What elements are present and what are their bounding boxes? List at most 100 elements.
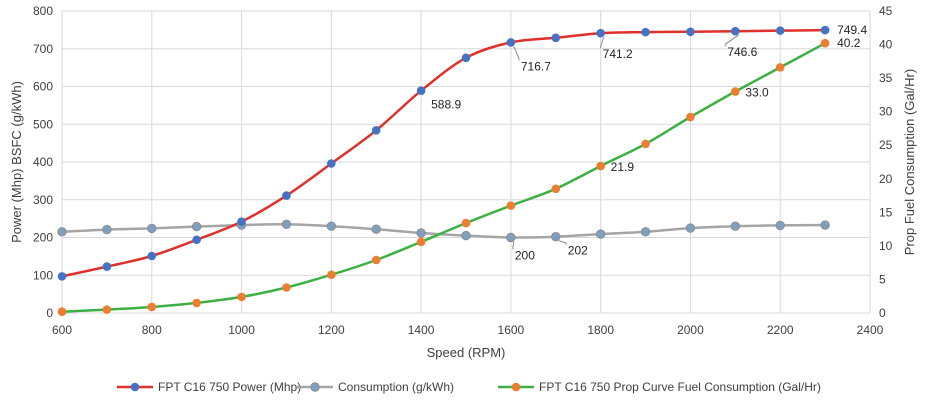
y2-tick-label: 20 (879, 172, 893, 186)
data-label: 749.4 (837, 23, 867, 37)
y2-tick-label: 25 (879, 138, 893, 152)
prop-fuel-point (237, 292, 246, 302)
y-tick-label: 600 (33, 80, 53, 94)
x-tick-label: 2000 (677, 323, 704, 337)
y2-tick-label: 30 (879, 105, 893, 119)
legend-label: FPT C16 750 Prop Curve Fuel Consumption … (539, 380, 821, 394)
prop-fuel-point (641, 139, 650, 149)
y2-tick-label: 45 (879, 4, 893, 18)
consumption-point (640, 227, 651, 237)
plot-area-border (61, 10, 871, 314)
prop-fuel-point (775, 63, 785, 72)
data-label: 588.9 (431, 98, 461, 112)
power-point (820, 25, 830, 35)
legend-marker (130, 382, 140, 392)
consumption-point (281, 219, 292, 229)
power-point (237, 217, 246, 226)
legend-label: FPT C16 750 Power (Mhp) (158, 380, 301, 394)
data-label: 746.6 (727, 45, 757, 59)
y2-tick-label: 5 (879, 272, 886, 286)
consumption-point (595, 229, 606, 239)
prop-fuel-point (686, 112, 695, 122)
prop-fuel-point (192, 298, 201, 308)
x-tick-label: 1800 (587, 323, 614, 337)
legend: FPT C16 750 Power (Mhp) Consumption (g/kW… (117, 380, 821, 394)
consumption-point (820, 220, 830, 230)
x-tick-label: 600 (52, 323, 72, 337)
y-axis-title: Power (Mhp) BSFC (g/kWh) (9, 81, 24, 243)
x-tick-label: 1200 (318, 323, 345, 337)
consumption-point (416, 228, 426, 238)
x-tick-label: 1000 (228, 323, 255, 337)
consumption-point (551, 232, 561, 242)
prop-fuel-point (461, 218, 471, 228)
data-label: 33.0 (745, 86, 769, 100)
power-point (461, 53, 471, 63)
x-tick-label: 1600 (498, 323, 525, 337)
y2-tick-label: 10 (879, 239, 893, 253)
power-point (282, 191, 291, 200)
series-markers (57, 25, 830, 316)
power-point (327, 159, 336, 168)
prop-fuel-point (147, 302, 157, 312)
prop-fuel-point (596, 161, 605, 171)
consumption-point (371, 224, 381, 234)
prop-fuel-point (327, 270, 336, 280)
power-point (506, 38, 516, 47)
data-label-leader (600, 37, 605, 49)
legend-marker (310, 382, 320, 392)
y2-tick-label: 40 (879, 38, 893, 52)
x-tick-label: 1400 (408, 323, 435, 337)
power-point (192, 235, 201, 245)
consumption-point (191, 221, 202, 232)
prop-fuel-point (282, 283, 291, 292)
legend-item-consumption: Consumption (g/kWh) (297, 380, 454, 394)
prop-fuel-point (551, 184, 561, 194)
data-labels: 588.9 716.7 741.2 746.6 749.4 200 202 21.9 33.0 4… (431, 23, 867, 262)
x-tick-label: 800 (142, 323, 162, 337)
power-point (551, 33, 561, 43)
power-point (596, 28, 605, 38)
prop-fuel-point (102, 305, 112, 314)
power-point (775, 26, 785, 35)
consumption-point (57, 227, 67, 237)
data-label-leader (513, 46, 520, 61)
data-label: 200 (515, 249, 535, 263)
y-tick-label: 200 (33, 231, 53, 245)
consumption-point (147, 223, 157, 234)
consumption-point (730, 221, 741, 231)
y2-tick-label: 15 (879, 205, 893, 219)
power-point (686, 27, 695, 37)
prop-fuel-point (820, 38, 830, 48)
data-label: 40.2 (837, 36, 861, 50)
power-point (416, 86, 426, 95)
consumption-point (775, 220, 785, 231)
legend-label: Consumption (g/kWh) (338, 380, 454, 394)
y-tick-label: 0 (46, 306, 53, 320)
y-tick-label: 300 (33, 193, 53, 207)
consumption-point (685, 223, 696, 233)
consumption-line (61, 223, 826, 239)
prop-fuel-point (506, 201, 516, 210)
prop-fuel-point (731, 87, 740, 96)
data-label: 716.7 (521, 59, 551, 73)
power-point (731, 26, 740, 36)
y-tick-label: 400 (33, 155, 53, 169)
x-tick-label: 2200 (767, 323, 794, 337)
y2-tick-label: 0 (879, 306, 886, 320)
series-lines (61, 28, 826, 313)
consumption-point (102, 224, 112, 235)
power-point (57, 272, 67, 281)
prop-fuel-point (416, 237, 426, 247)
y-tick-label: 700 (33, 42, 53, 56)
legend-marker (511, 382, 521, 392)
data-label: 741.2 (603, 47, 633, 61)
x-axis-title: Speed (RPM) (427, 345, 506, 360)
x-tick-label: 2400 (857, 323, 884, 337)
power-point (147, 251, 157, 261)
power-point (641, 27, 650, 37)
legend-item-prop-fuel: FPT C16 750 Prop Curve Fuel Consumption … (498, 380, 821, 394)
power-point (102, 262, 112, 271)
consumption-point (506, 232, 516, 243)
